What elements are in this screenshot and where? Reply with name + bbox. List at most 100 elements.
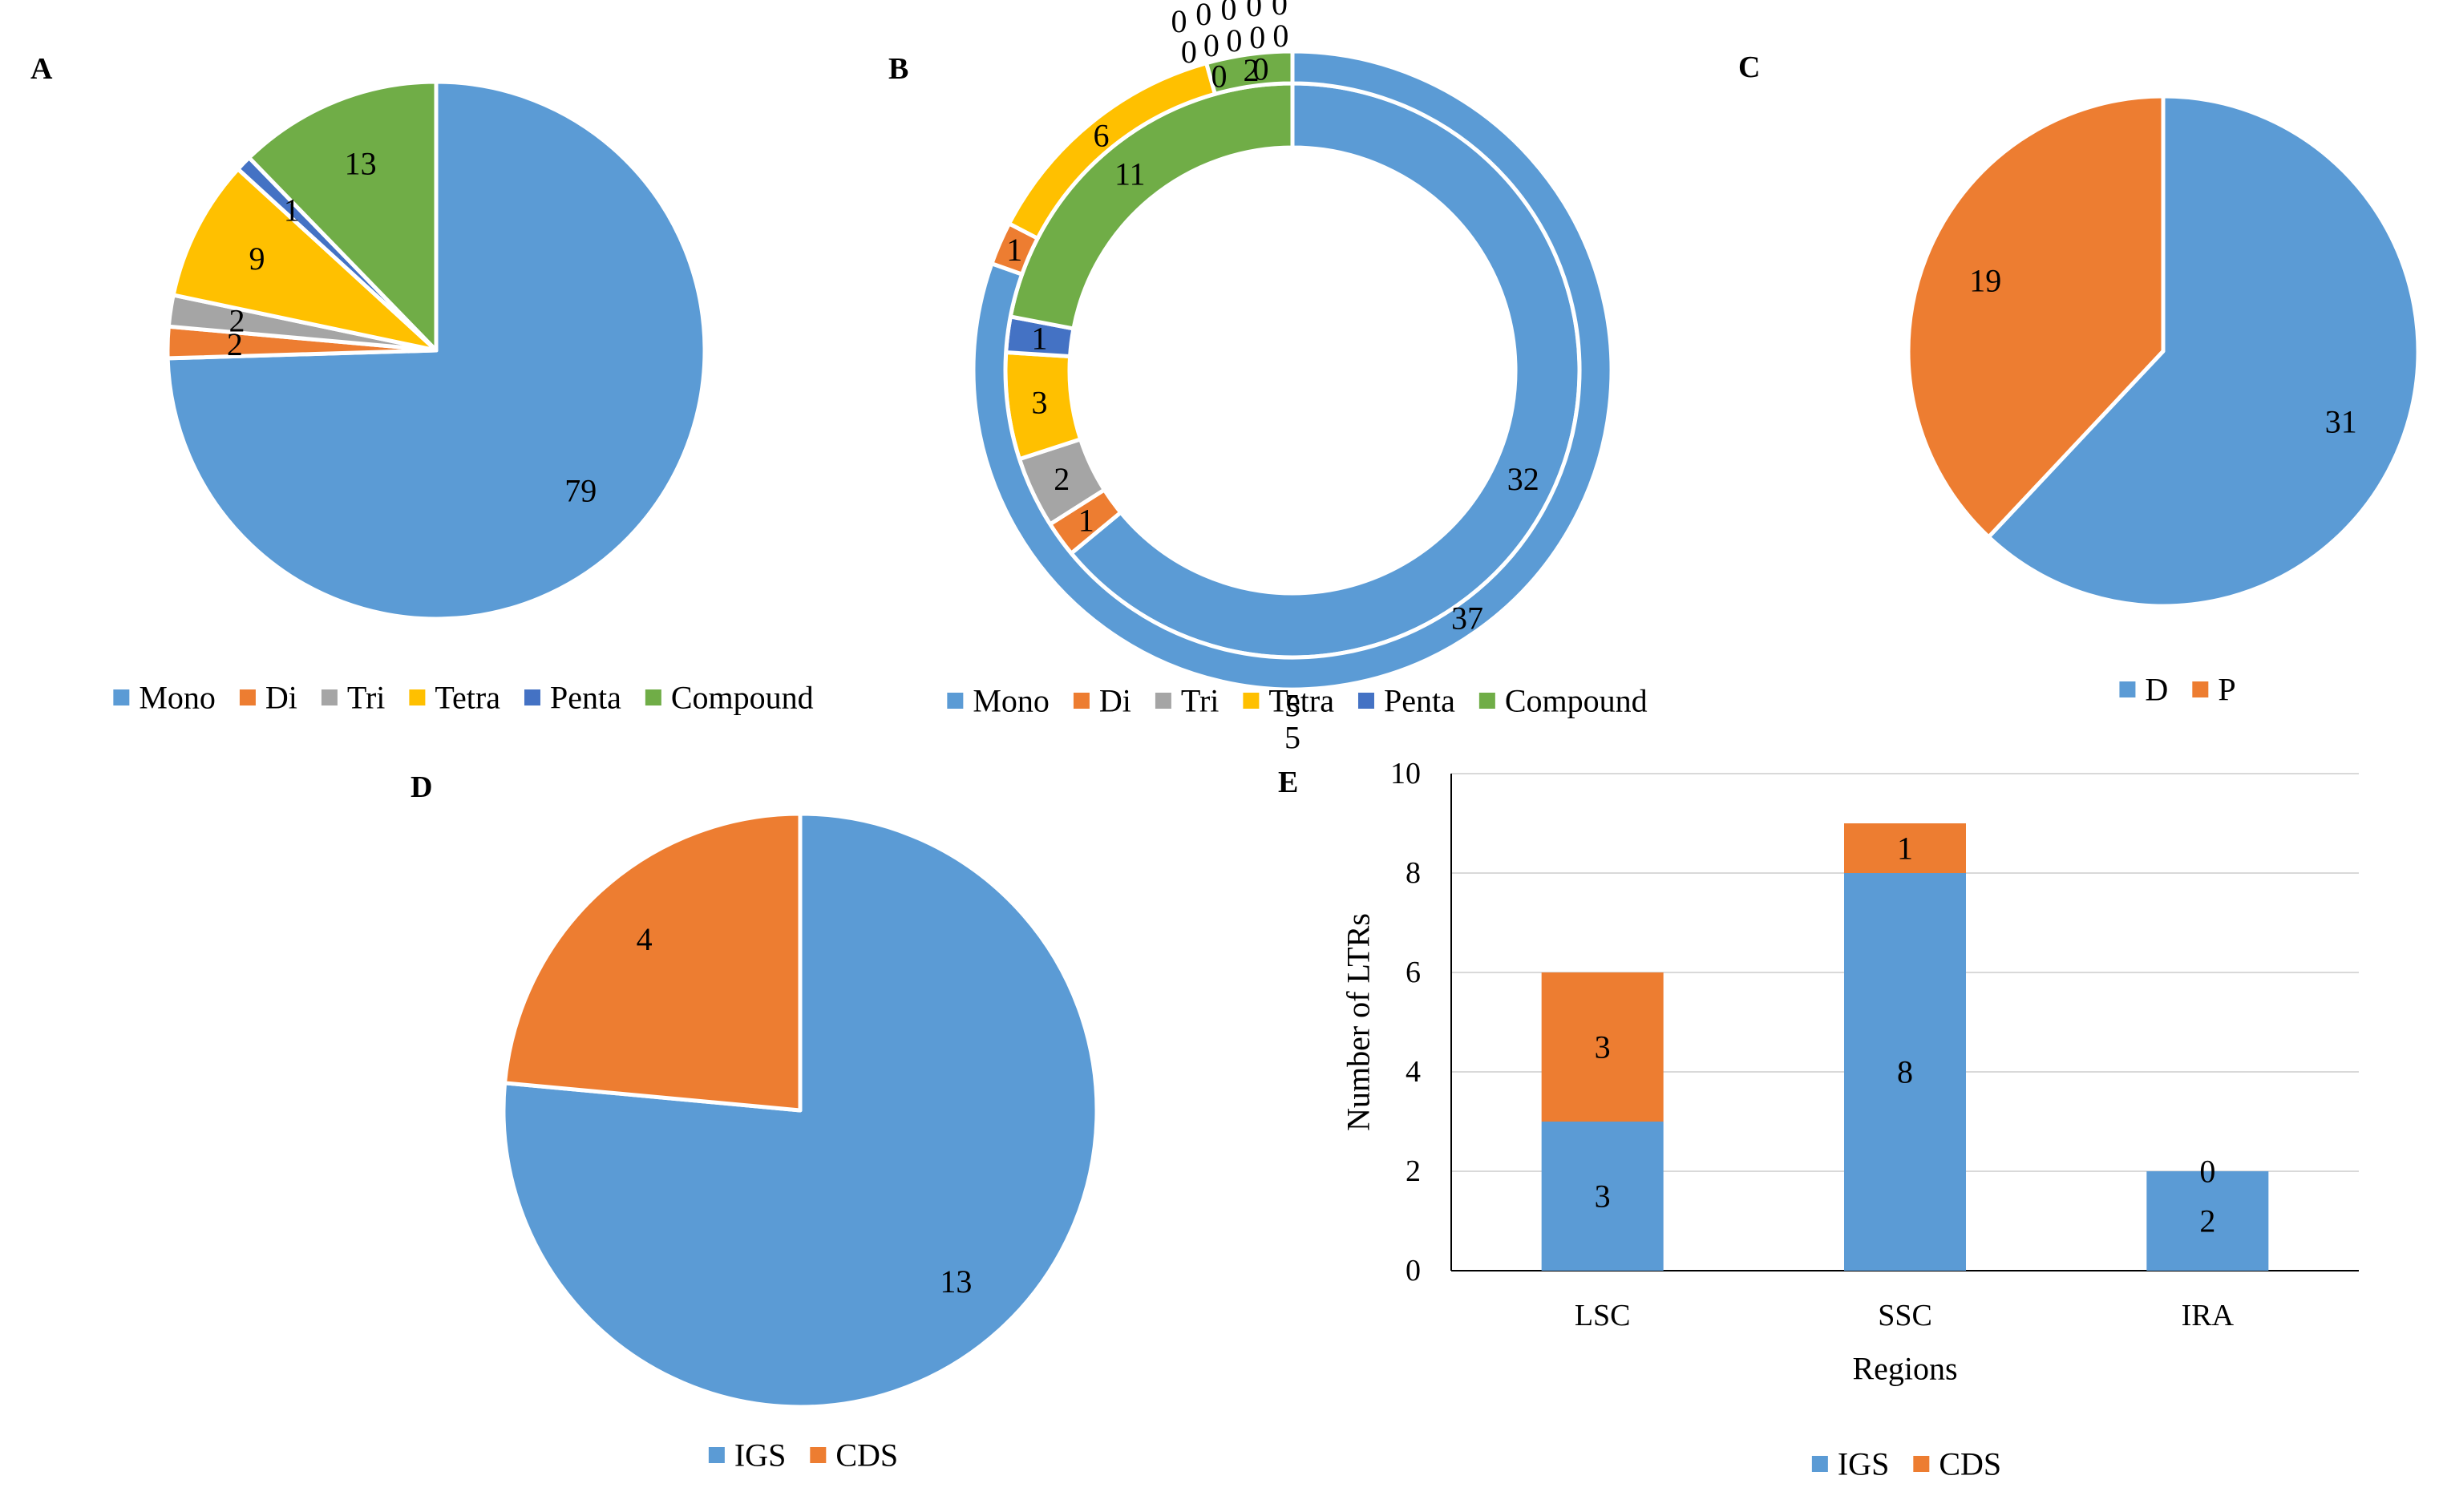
data-label-mono: 79 — [564, 473, 597, 509]
bar-label-ssc-igs: 8 — [1897, 1054, 1913, 1090]
ring-2-label-compound: 2 — [1244, 52, 1260, 88]
legend-swatch-tetra — [409, 689, 426, 705]
legend-swatch-penta — [524, 689, 540, 705]
slice-igs — [501, 811, 1099, 1409]
ring-4-label-penta: 0 — [1246, 0, 1262, 23]
legend-swatch-mono — [947, 693, 964, 709]
data-label-d: 31 — [2325, 403, 2357, 439]
data-label-cds: 4 — [637, 921, 653, 957]
legend-label-mono: Mono — [139, 680, 216, 716]
legend-label-tri: Tri — [347, 680, 385, 716]
legend-swatch-compound — [1478, 693, 1495, 709]
ring-1-label-mono: 32 — [1507, 461, 1539, 497]
x-tick-lsc: LSC — [1575, 1299, 1631, 1332]
ring-2-label-penta: 0 — [1252, 51, 1268, 87]
bar-lsc-cds — [1541, 972, 1664, 1122]
y-tick-2: 2 — [1406, 1154, 1421, 1188]
legend-item-penta: Penta — [524, 680, 621, 716]
x-axis-title: Regions — [1852, 1351, 1957, 1387]
slice-tetra — [171, 167, 439, 353]
ring-2-label-tri: 0 — [1211, 59, 1228, 95]
legend-swatch-tri — [321, 689, 338, 705]
slice-p — [1906, 94, 2166, 540]
legend-label-d: D — [2145, 672, 2168, 708]
bar-ssc-cds — [1844, 823, 1966, 873]
bar-ssc-igs — [1844, 873, 1966, 1271]
legend-swatch-compound — [645, 689, 661, 705]
legend-swatch-igs — [1811, 1456, 1828, 1472]
legend-item-compound: Compound — [645, 680, 814, 716]
y-tick-4: 4 — [1406, 1055, 1421, 1089]
legend-item-compound: Compound — [1478, 683, 1648, 719]
ring-3: 50 0 0 0 0 — [1181, 17, 1300, 724]
panel-e-legend: IGS CDS — [1811, 1446, 2001, 1482]
legend-swatch-cds — [810, 1447, 827, 1463]
legend-swatch-penta — [1357, 693, 1374, 709]
legend-label-tetra: Tetra — [435, 680, 500, 716]
legend-swatch-cds — [1913, 1456, 1930, 1472]
legend-label-di: Di — [1099, 683, 1131, 719]
legend-swatch-di — [1073, 693, 1090, 709]
ring-2-segment-compound — [1204, 49, 1295, 96]
ring-1-label-tetra: 3 — [1032, 384, 1048, 420]
bar-label-lsc-cds: 3 — [1595, 1029, 1611, 1065]
ring-4-label-compound: 0 — [1272, 0, 1288, 22]
y-tick-10: 10 — [1390, 757, 1421, 790]
slice-cds — [503, 811, 803, 1113]
legend-item-d: D — [2119, 672, 2168, 708]
ring-2-label-tetra: 6 — [1093, 117, 1109, 153]
bar-label-ira-igs: 2 — [2199, 1203, 2215, 1239]
panel-d-legend: IGS CDS — [708, 1437, 898, 1474]
ring-1-label-penta: 1 — [1032, 321, 1048, 357]
y-tick-8: 8 — [1406, 856, 1421, 890]
legend-label-compound: Compound — [1505, 683, 1648, 719]
panel-e-letter: E — [1278, 766, 1298, 799]
legend-item-tri: Tri — [1155, 683, 1219, 719]
bar-ira-igs — [2146, 1171, 2269, 1271]
ring-3-label-mono: 5 — [1284, 688, 1300, 724]
legend-swatch-mono — [113, 689, 130, 705]
panel-a-letter: A — [30, 52, 53, 86]
y-tick-0: 0 — [1406, 1254, 1421, 1288]
panel-b-legend: Mono Di Tri Tetra Penta Compound — [947, 683, 1648, 719]
data-label-penta: 1 — [284, 192, 300, 228]
data-label-compound: 13 — [345, 146, 377, 182]
legend-item-p: P — [2192, 672, 2236, 708]
panel-d: D 13 4 IGS CDS — [411, 770, 1099, 1474]
legend-item-igs: IGS — [708, 1437, 786, 1474]
slice-compound — [247, 79, 439, 353]
legend-item-cds: CDS — [810, 1437, 898, 1474]
bar-lsc-igs — [1541, 1122, 1664, 1271]
bar-label-ira-cds: 0 — [2199, 1154, 2215, 1190]
legend-item-di: Di — [1073, 683, 1131, 719]
legend-item-mono: Mono — [947, 683, 1050, 719]
legend-item-di: Di — [239, 680, 297, 716]
bar-label-ssc-cds: 1 — [1897, 831, 1913, 867]
legend-item-mono: Mono — [113, 680, 216, 716]
y-tick-6: 6 — [1406, 956, 1421, 989]
legend-swatch-tetra — [1243, 693, 1260, 709]
legend-item-igs: IGS — [1811, 1446, 1889, 1482]
legend-label-cds: CDS — [1939, 1446, 2001, 1482]
bar-label-lsc-igs: 3 — [1595, 1178, 1611, 1215]
legend-label-igs: IGS — [734, 1437, 786, 1474]
ring-1-label-tri: 2 — [1054, 461, 1070, 497]
legend-item-penta: Penta — [1357, 683, 1455, 719]
x-tick-ira: IRA — [2182, 1299, 2235, 1332]
ring-1-label-di: 1 — [1078, 502, 1094, 538]
legend-swatch-tri — [1155, 693, 1171, 709]
legend-label-penta: Penta — [550, 680, 621, 716]
panel-e: E 0 2 4 6 8 10 3 3 LSC 8 1 SSC 2 0 IRA Number of LTRs Re… — [1278, 757, 2359, 1482]
x-tick-ssc: SSC — [1878, 1299, 1932, 1332]
ring-4: 50 0 0 0 0 — [1171, 0, 1300, 756]
legend-item-tri: Tri — [321, 680, 385, 716]
data-label-p: 19 — [1969, 263, 2001, 299]
